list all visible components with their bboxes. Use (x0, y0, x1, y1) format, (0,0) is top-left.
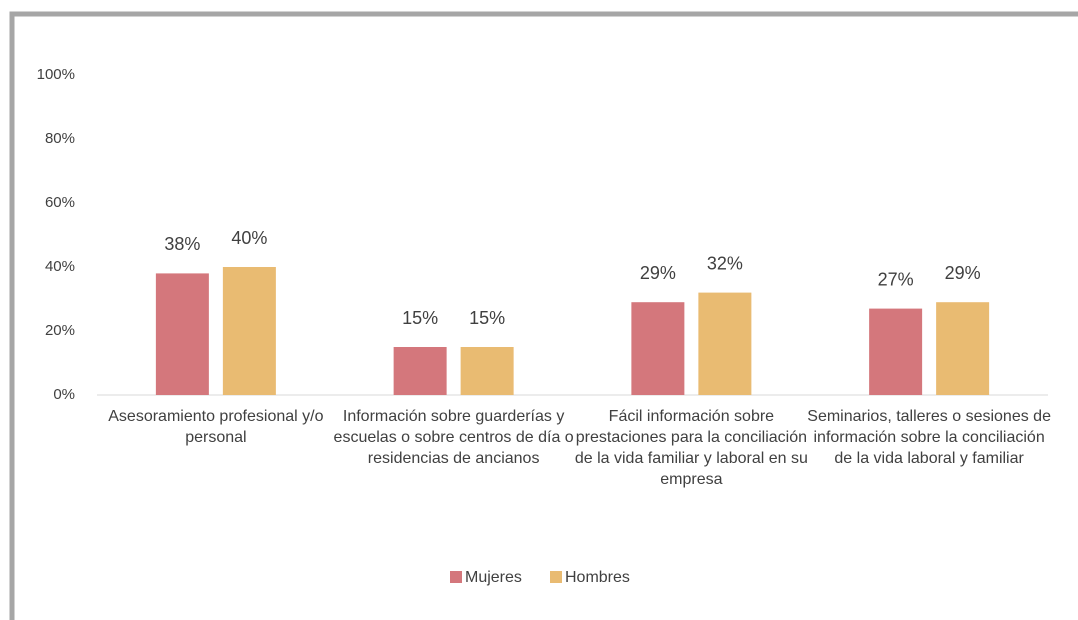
data-label: 32% (707, 253, 743, 273)
frame (9, 11, 1078, 620)
legend-swatch (450, 571, 462, 583)
data-label: 38% (164, 234, 200, 254)
x-tick-label: Asesoramiento profesional y/o personal (108, 408, 324, 446)
y-tick-label: 0% (53, 386, 75, 403)
x-tick-label: Seminarios, talleres o sesiones de infor… (807, 408, 1051, 467)
x-tick-label-box: Seminarios, talleres o sesiones de infor… (807, 408, 1051, 467)
y-tick-label: 80% (45, 130, 75, 147)
bar (698, 292, 752, 395)
legend-label: Hombres (565, 569, 630, 586)
x-tick-label-box: Información sobre guarderías y escuelas … (333, 408, 574, 467)
data-label: 29% (945, 263, 981, 283)
data-label: 27% (878, 269, 914, 289)
x-tick-label-box: Asesoramiento profesional y/o personal (108, 408, 324, 446)
y-tick-label: 60% (45, 194, 75, 211)
x-tick-label: Fácil información sobre prestaciones par… (574, 408, 808, 488)
bar (631, 302, 685, 395)
bar (869, 308, 923, 395)
bar (936, 302, 990, 395)
bar (460, 347, 514, 395)
y-tick-label: 100% (37, 66, 75, 83)
legend-label: Mujeres (465, 569, 522, 586)
y-tick-label: 20% (45, 322, 75, 339)
data-label: 40% (231, 228, 267, 248)
bar (155, 273, 209, 395)
x-tick-label-box: Fácil información sobre prestaciones par… (574, 408, 808, 488)
bar (222, 267, 276, 395)
x-tick-label: Información sobre guarderías y escuelas … (333, 408, 574, 467)
data-label: 15% (402, 308, 438, 328)
bar (393, 347, 447, 395)
data-label: 15% (469, 308, 505, 328)
data-label: 29% (640, 263, 676, 283)
y-tick-label: 40% (45, 258, 75, 275)
legend-swatch (550, 571, 562, 583)
